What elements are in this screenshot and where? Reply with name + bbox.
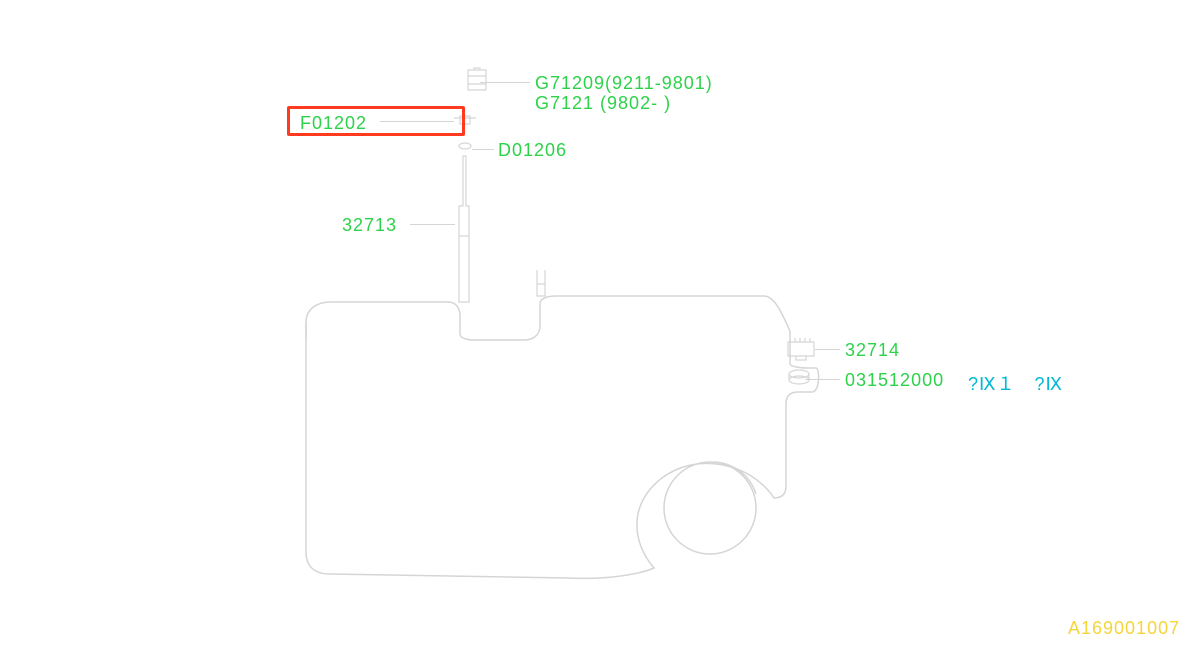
label-G71209: G71209(9211-9801) — [535, 73, 713, 94]
diagram-stage: G71209(9211-9801)G7121 (9802- ) F01202 D01… — [0, 0, 1200, 646]
figure-id: A169001007 — [1068, 618, 1180, 639]
label-031512000: 031512000 — [845, 370, 944, 391]
lead-32713 — [410, 224, 455, 225]
lead-F01202 — [380, 121, 454, 122]
label-32713: 32713 — [342, 215, 397, 236]
label-D01206: D01206 — [498, 140, 567, 161]
label-note1: ?Ⅸ１ ?Ⅸ — [968, 370, 1063, 396]
lead-031512000 — [805, 379, 840, 380]
label-F01202: F01202 — [300, 113, 367, 134]
lead-32714 — [815, 349, 840, 350]
label-G7121: G7121 (9802- ) — [535, 93, 671, 114]
label-32714: 32714 — [845, 340, 900, 361]
lead-D01206 — [472, 149, 494, 150]
lead-G71209 — [480, 82, 530, 83]
